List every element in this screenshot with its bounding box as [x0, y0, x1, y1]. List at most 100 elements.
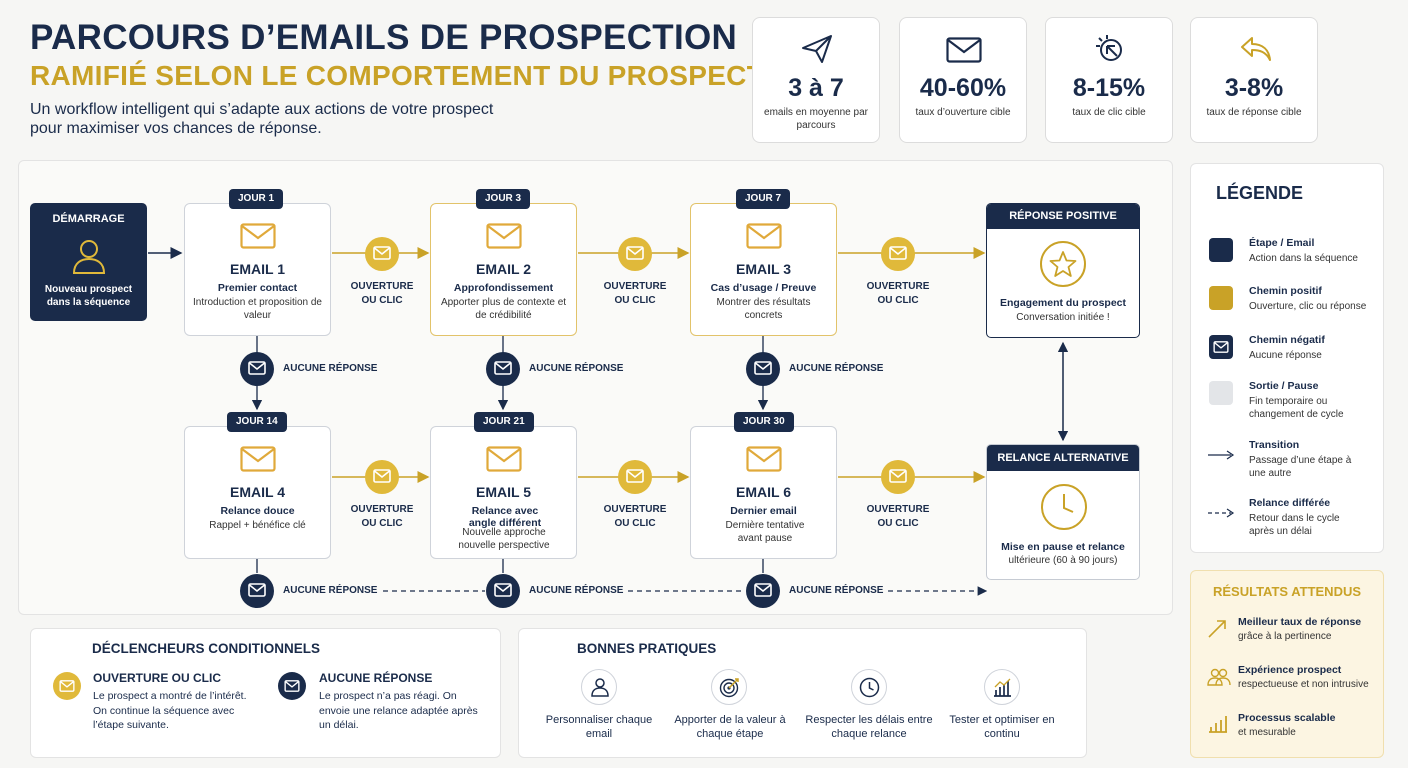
envelope-icon	[240, 446, 276, 472]
envelope-icon	[373, 469, 391, 483]
positive-outcome-node: RÉPONSE POSITIVE Engagement du prospect …	[986, 203, 1140, 338]
no-reply-node	[486, 352, 520, 386]
legend-item-desc: Retour dans le cycle après un délai	[1249, 513, 1340, 537]
email-subject: Cas d’usage / Preuve	[710, 282, 817, 294]
triggers-title: DÉCLENCHEURS CONDITIONNELS	[92, 641, 321, 656]
result-desc: grâce à la pertinence	[1238, 631, 1332, 642]
open-click-node	[881, 460, 915, 494]
result-title: Meilleur taux de réponse	[1238, 616, 1362, 628]
no-reply-label: AUCUNE RÉPONSE	[789, 363, 884, 374]
target-icon	[719, 678, 739, 698]
positive-outcome-header: RÉPONSE POSITIVE	[987, 204, 1139, 229]
email-node-4: EMAIL 4 Relance douce Rappel + bénéfice …	[184, 426, 331, 559]
no-reply-label: AUCUNE RÉPONSE	[283, 363, 378, 374]
email-subject: Approfondissement	[453, 282, 554, 294]
email-description: Montrer des résultats concrets	[716, 297, 811, 321]
results-title: RÉSULTATS ATTENDUS	[1212, 584, 1362, 599]
open-click-node	[618, 460, 652, 494]
email-title: EMAIL 4	[230, 484, 285, 500]
trigger-open-icon	[53, 672, 81, 700]
email-node-2: EMAIL 2 Approfondissement Apporter plus …	[430, 203, 577, 336]
no-reply-node	[486, 574, 520, 608]
positive-outcome-desc: Conversation initiée !	[1016, 312, 1110, 323]
paper-plane-icon	[802, 35, 832, 63]
email-node-1: EMAIL 1 Premier contact Introduction et …	[184, 203, 331, 336]
legend-item-title: Chemin positif	[1249, 285, 1322, 297]
open-click-label: OUVERTURE OU CLIC	[603, 504, 667, 529]
stat-label: taux d’ouverture cible	[915, 107, 1011, 118]
envelope-icon	[248, 361, 266, 375]
legend-item-desc: Fin temporaire ou changement de cycle	[1249, 396, 1344, 420]
email-node-3: EMAIL 3 Cas d’usage / Preuve Montrer des…	[690, 203, 837, 336]
open-click-label: OUVERTURE OU CLIC	[866, 504, 930, 529]
legend-title: LÉGENDE	[1216, 183, 1304, 203]
alternative-outcome-node: RELANCE ALTERNATIVE Mise en pause et rel…	[986, 444, 1140, 580]
email-description: Nouvelle approche nouvelle perspective	[458, 527, 550, 551]
day-badge: JOUR 14	[227, 412, 287, 432]
envelope-icon	[494, 361, 512, 375]
no-reply-node	[240, 574, 274, 608]
result-title: Processus scalable	[1238, 712, 1336, 724]
email-title: EMAIL 3	[736, 261, 791, 277]
email-description: Dernière tentative avant pause	[725, 520, 805, 544]
envelope-icon	[626, 246, 644, 260]
envelope-icon	[746, 446, 782, 472]
bar-chart-icon	[1209, 716, 1227, 733]
email-subject: Relance douce	[220, 505, 295, 517]
no-reply-label: AUCUNE RÉPONSE	[789, 585, 884, 596]
reply-icon	[1241, 37, 1271, 61]
trigger-no-reply-icon	[278, 672, 306, 700]
day-badge: JOUR 30	[734, 412, 794, 432]
no-reply-label: AUCUNE RÉPONSE	[283, 585, 378, 596]
practice-label: Personnaliser chaque email	[545, 714, 653, 740]
open-click-node	[365, 460, 399, 494]
email-title: EMAIL 1	[230, 261, 285, 277]
stat-label: taux de clic cible	[1072, 107, 1146, 118]
open-click-label: OUVERTURE OU CLIC	[350, 504, 414, 529]
legend-item-title: Transition	[1249, 439, 1300, 451]
envelope-icon	[494, 583, 512, 597]
legend-item-title: Chemin négatif	[1249, 334, 1325, 346]
stat-value: 8-15%	[1072, 74, 1146, 102]
no-reply-label: AUCUNE RÉPONSE	[529, 363, 624, 374]
triggers-panel: DÉCLENCHEURS CONDITIONNELS OUVERTURE OU …	[30, 628, 501, 758]
email-title: EMAIL 5	[476, 484, 531, 500]
legend-item-title: Sortie / Pause	[1249, 380, 1319, 392]
chart-icon	[994, 678, 1011, 697]
practices-title: BONNES PRATIQUES	[577, 641, 717, 656]
result-desc: et mesurable	[1238, 727, 1296, 738]
user-icon	[72, 240, 106, 274]
trigger-title: OUVERTURE OU CLIC	[93, 671, 222, 685]
legend-item-desc: Action dans la séquence	[1249, 253, 1358, 264]
email-subject: Dernier email	[730, 505, 797, 517]
users-icon	[1207, 668, 1231, 686]
envelope-icon	[486, 446, 522, 472]
result-title: Expérience prospect	[1238, 664, 1342, 676]
trigger-desc: Le prospect n’a pas réagi. On envoie une…	[319, 690, 478, 731]
legend-swatch-negative	[1209, 335, 1233, 359]
legend-item-title: Étape / Email	[1249, 237, 1315, 249]
practice-icon-wrap	[851, 669, 887, 705]
open-click-label: OUVERTURE OU CLIC	[603, 281, 667, 306]
no-reply-label: AUCUNE RÉPONSE	[529, 585, 624, 596]
open-click-label: OUVERTURE OU CLIC	[866, 281, 930, 306]
stat-label: emails en moyenne par parcours	[764, 107, 868, 131]
alternative-outcome-title: Mise en pause et relance	[1001, 541, 1125, 553]
click-icon	[1096, 35, 1122, 61]
star-icon	[1040, 241, 1086, 287]
start-description: Nouveau prospect dans la séquence	[44, 284, 133, 308]
trigger-title: AUCUNE RÉPONSE	[319, 671, 433, 685]
day-badge: JOUR 1	[229, 189, 284, 209]
trend-up-icon	[1208, 620, 1226, 638]
legend-item-desc: Passage d’une étape à une autre	[1249, 455, 1352, 479]
stat-card-open-rate: 40-60% taux d’ouverture cible	[899, 17, 1027, 143]
legend-item-desc: Ouverture, clic ou réponse	[1249, 301, 1367, 312]
stat-value: 3-8%	[1224, 74, 1284, 102]
deferred-arrow-icon	[1208, 508, 1235, 518]
email-node-5: EMAIL 5 Relance avec angle différent Nou…	[430, 426, 577, 559]
envelope-icon	[1213, 341, 1229, 353]
user-icon	[591, 678, 609, 697]
page-subtitle-gold: RAMIFIÉ SELON LE COMPORTEMENT DU PROSPEC…	[30, 60, 765, 91]
clock-icon	[1041, 484, 1087, 530]
day-badge: JOUR 21	[474, 412, 534, 432]
